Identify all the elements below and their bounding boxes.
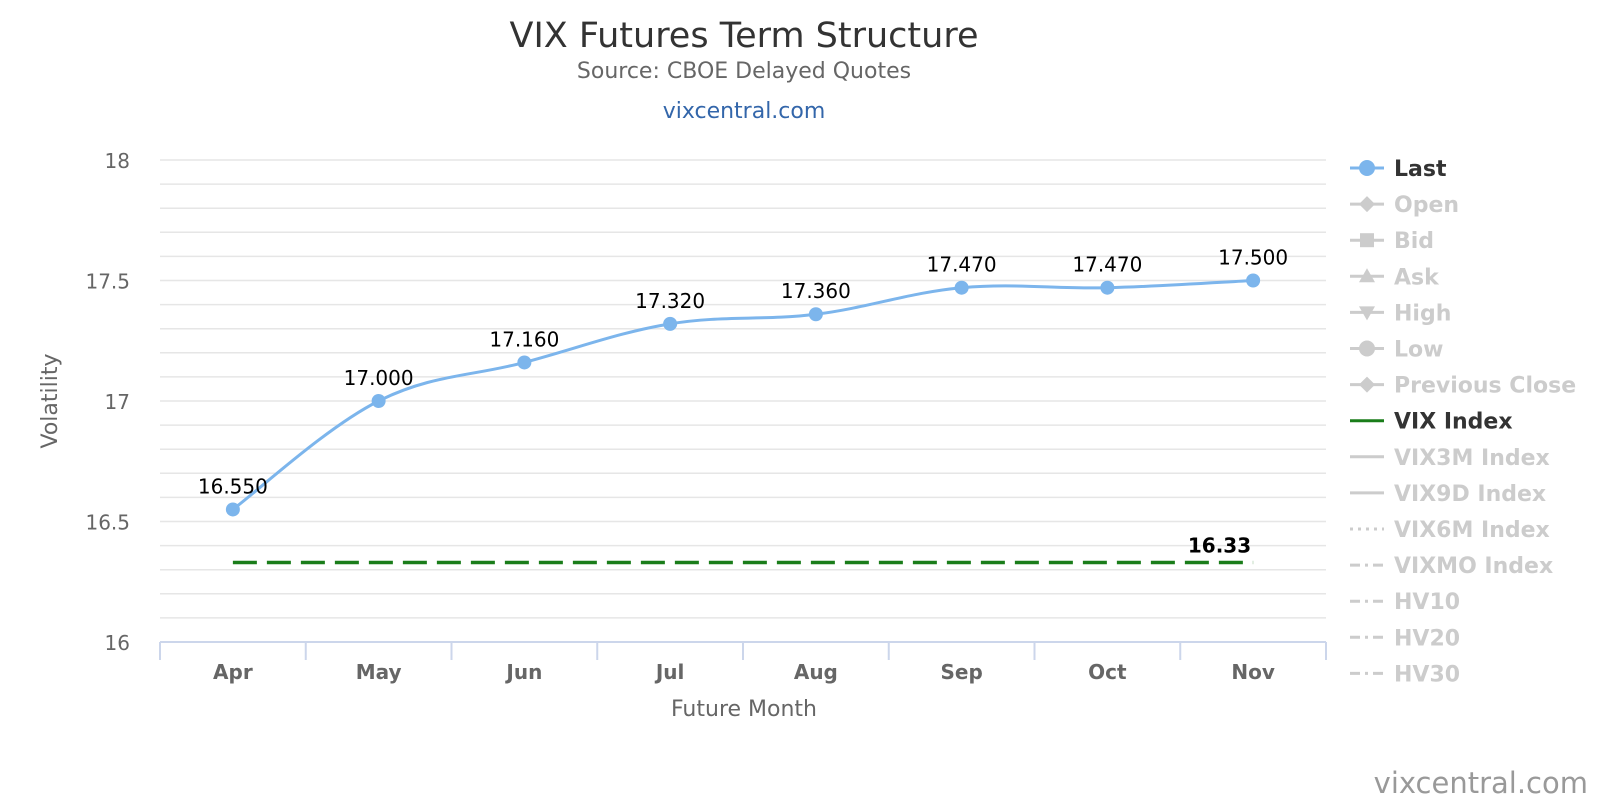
x-axis: Apr May Jun Jul Aug Sep Oct Nov bbox=[159, 641, 1327, 684]
last-data-label: 17.470 bbox=[1072, 253, 1142, 277]
x-tick-label: Sep bbox=[940, 660, 982, 684]
legend-label: VIX Index bbox=[1394, 410, 1513, 435]
last-data-label: 16.550 bbox=[198, 474, 268, 498]
legend-item-bid[interactable]: Bid bbox=[1350, 229, 1434, 254]
last-data-label: 17.500 bbox=[1218, 246, 1288, 270]
last-data-point[interactable] bbox=[517, 355, 532, 370]
legend-item-open[interactable]: Open bbox=[1350, 193, 1459, 218]
legend-circle-icon bbox=[1359, 340, 1375, 357]
last-data-point[interactable] bbox=[371, 394, 386, 408]
x-axis-title: Future Month bbox=[671, 697, 817, 722]
legend-label: Bid bbox=[1394, 229, 1434, 254]
last-data-point[interactable] bbox=[1100, 280, 1115, 295]
legend-label: Last bbox=[1394, 157, 1447, 182]
chart-subtitle: Source: CBOE Delayed Quotes bbox=[577, 59, 911, 84]
watermark: vixcentral.com bbox=[1374, 766, 1588, 800]
legend-item-hv20[interactable]: HV20 bbox=[1350, 626, 1460, 651]
x-tick-label: Oct bbox=[1088, 660, 1127, 684]
legend-item-vixmo-index[interactable]: VIXMO Index bbox=[1350, 554, 1553, 579]
legend-item-vix6m-index[interactable]: VIX6M Index bbox=[1350, 518, 1550, 543]
legend-label: HV20 bbox=[1394, 626, 1460, 651]
y-tick-label: 18 bbox=[105, 149, 130, 173]
last-data-label: 17.360 bbox=[781, 279, 851, 303]
legend-label: VIX3M Index bbox=[1394, 446, 1550, 471]
y-axis-ticks: 16 16.5 17 17.5 18 bbox=[85, 149, 130, 655]
legend-label: VIX6M Index bbox=[1394, 518, 1550, 543]
legend-label: VIX9D Index bbox=[1394, 482, 1546, 507]
legend-item-high[interactable]: High bbox=[1350, 301, 1451, 326]
legend-item-vix-index[interactable]: VIX Index bbox=[1350, 410, 1513, 435]
x-tick-label: Jun bbox=[504, 660, 542, 684]
legend-triangle-icon bbox=[1359, 268, 1375, 283]
legend-label: Previous Close bbox=[1394, 374, 1576, 399]
legend-label: Open bbox=[1394, 193, 1459, 218]
x-tick-label: Nov bbox=[1231, 660, 1275, 684]
legend-square-icon bbox=[1360, 233, 1374, 248]
legend: Last Open Bid Ask High Low Previous Close VIX I… bbox=[1350, 157, 1576, 687]
vix-index-label: 16.33 bbox=[1188, 533, 1251, 557]
last-data-label: 17.320 bbox=[635, 289, 705, 313]
legend-item-low[interactable]: Low bbox=[1350, 338, 1443, 363]
y-tick-label: 16.5 bbox=[85, 511, 130, 535]
legend-triangle-down-icon bbox=[1359, 306, 1375, 321]
y-tick-label: 17 bbox=[105, 390, 130, 414]
x-tick-label: Apr bbox=[213, 660, 253, 684]
legend-label: HV30 bbox=[1394, 662, 1460, 687]
legend-item-vix3m-index[interactable]: VIX3M Index bbox=[1350, 446, 1550, 471]
source-link[interactable]: vixcentral.com bbox=[663, 99, 826, 124]
legend-circle-icon bbox=[1359, 160, 1375, 176]
last-data-label: 17.470 bbox=[927, 253, 997, 277]
legend-diamond-icon bbox=[1359, 196, 1375, 213]
x-tick-label: Jul bbox=[654, 660, 685, 684]
chart-title: VIX Futures Term Structure bbox=[510, 16, 979, 56]
x-tick-label: May bbox=[356, 660, 402, 684]
y-tick-label: 17.5 bbox=[85, 270, 130, 294]
legend-label: Low bbox=[1394, 338, 1443, 363]
legend-item-vix9d-index[interactable]: VIX9D Index bbox=[1350, 482, 1546, 507]
legend-label: HV10 bbox=[1394, 590, 1460, 615]
last-data-point[interactable] bbox=[225, 502, 240, 517]
legend-item-previous-close[interactable]: Previous Close bbox=[1350, 374, 1576, 399]
legend-diamond-icon bbox=[1359, 376, 1375, 393]
last-data-point[interactable] bbox=[1246, 273, 1261, 288]
last-data-point[interactable] bbox=[954, 280, 969, 295]
last-data-label: 17.160 bbox=[489, 327, 559, 351]
x-tick-label: Aug bbox=[794, 660, 838, 684]
legend-item-ask[interactable]: Ask bbox=[1350, 265, 1440, 290]
last-series-line bbox=[231, 279, 1254, 511]
y-tick-label: 16 bbox=[105, 631, 130, 655]
legend-item-hv10[interactable]: HV10 bbox=[1350, 590, 1460, 615]
y-axis-title: Volatility bbox=[38, 353, 63, 448]
last-data-label: 17.000 bbox=[344, 366, 414, 390]
legend-item-hv30[interactable]: HV30 bbox=[1350, 662, 1460, 687]
legend-item-last[interactable]: Last bbox=[1350, 157, 1447, 182]
last-data-point[interactable] bbox=[663, 316, 678, 331]
legend-label: Ask bbox=[1394, 265, 1440, 290]
plot-series: 16.33 16.550 17.000 17.160 17.320 17.360 17.47… bbox=[198, 246, 1288, 565]
gridlines bbox=[160, 159, 1326, 643]
legend-label: High bbox=[1394, 301, 1451, 326]
legend-label: VIXMO Index bbox=[1394, 554, 1553, 579]
last-data-point[interactable] bbox=[808, 307, 823, 322]
